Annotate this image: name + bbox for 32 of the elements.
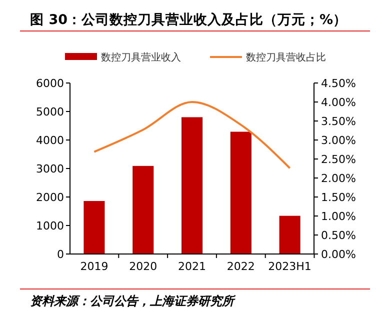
bar	[279, 216, 300, 254]
legend-label: 数控刀具营收占比	[246, 52, 326, 64]
y-tick-label: 2000	[36, 190, 64, 204]
y-tick-label: 5000	[36, 105, 64, 118]
bar	[230, 132, 252, 254]
y-tick-label: 3000	[36, 162, 64, 176]
bar	[84, 200, 105, 254]
bar	[181, 117, 203, 254]
text: 资料来源：公司公告，上海证券研究所	[30, 294, 236, 308]
y2-tick-label: 3.00%	[321, 134, 356, 147]
y2-tick-label: 4.50%	[321, 76, 356, 90]
y-tick-label: 0	[57, 248, 64, 261]
y2-tick-label: 3.50%	[321, 114, 356, 128]
x-tick-label: 2023H1	[268, 260, 312, 273]
x-tick-label: 2020	[129, 260, 158, 273]
y2-tick-label: 0.50%	[321, 228, 356, 242]
chart-title: 图 30：公司数控刀具营业收入及占比（万元；%）	[30, 12, 348, 28]
x-tick-label: 2021	[178, 260, 206, 273]
y2-tick-label: 0.00%	[321, 248, 356, 261]
y2-tick-label: 2.00%	[321, 172, 356, 185]
y2-tick-label: 2.50%	[321, 152, 356, 166]
y-tick-label: 4000	[36, 134, 64, 147]
line-series	[93, 101, 291, 170]
y2-tick-label: 1.50%	[321, 190, 356, 204]
legend-label: 数控刀具营业收入	[101, 52, 181, 64]
y-tick-label: 1000	[36, 219, 64, 232]
x-tick-label: 2022	[226, 260, 255, 273]
y2-tick-label: 4.00%	[321, 96, 356, 109]
y-tick-label: 6000	[36, 76, 64, 90]
x-tick-label: 2019	[80, 260, 108, 273]
y2-tick-label: 1.00%	[321, 210, 356, 223]
bar	[132, 166, 154, 254]
